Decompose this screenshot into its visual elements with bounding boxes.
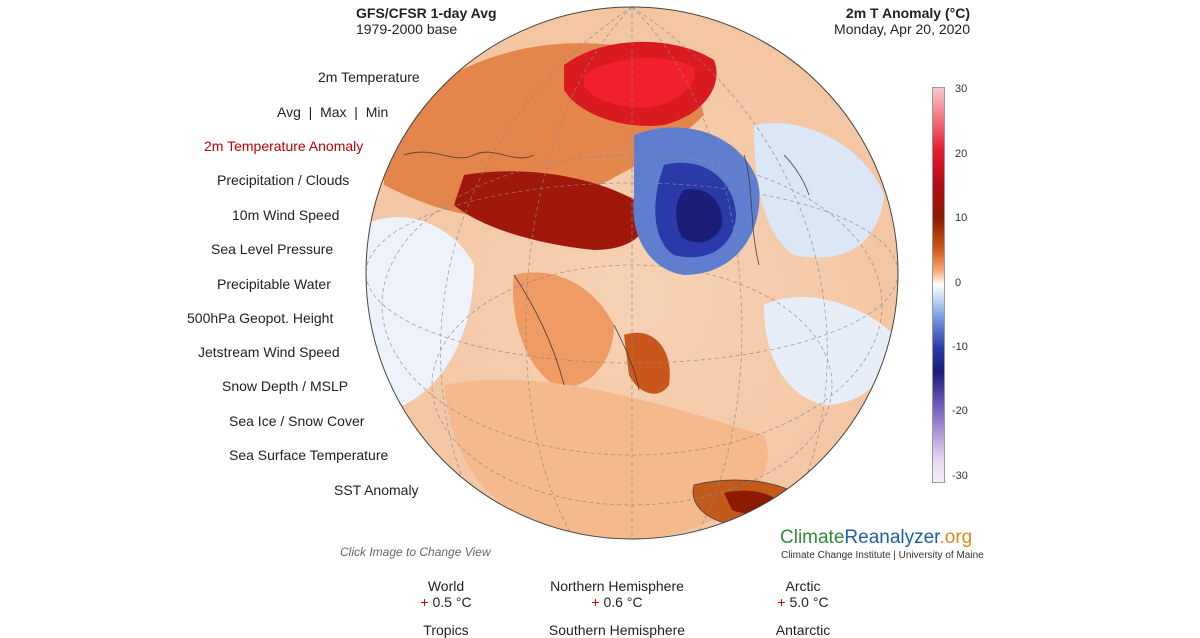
- stat-arctic: Arctic + 5.0 °C: [693, 578, 913, 610]
- menu-item-2m-temperature[interactable]: 2m Temperature: [318, 69, 420, 85]
- logo-climate-text: Climate: [780, 527, 845, 548]
- plus-sign: +: [420, 594, 429, 610]
- variable-title: 2m T Anomaly (°C): [845, 5, 970, 21]
- stat-value: 0.6 °C: [603, 594, 643, 610]
- stat-value: 5.0 °C: [789, 594, 829, 610]
- menu-item-precipitation-clouds[interactable]: Precipitation / Clouds: [217, 172, 350, 188]
- stat-name: World: [427, 578, 465, 594]
- logo-org-text: .org: [939, 527, 973, 548]
- colorbar-tick: -20: [952, 405, 968, 417]
- site-logo[interactable]: ClimateReanalyzer.org: [780, 527, 972, 549]
- stat-northern-hemisphere: Northern Hemisphere + 0.6 °C: [507, 578, 727, 610]
- colorbar-tick: 20: [955, 148, 968, 160]
- plus-sign: +: [591, 594, 600, 610]
- institute-credit: Climate Change Institute | University of…: [781, 550, 984, 561]
- plus-sign: +: [777, 594, 786, 610]
- menu-item-sst-anomaly[interactable]: SST Anomaly: [334, 482, 419, 498]
- menu-item-10m-wind-speed[interactable]: 10m Wind Speed: [232, 207, 340, 223]
- menu-item-2m-temperature-anomaly[interactable]: 2m Temperature Anomaly: [204, 138, 364, 154]
- menu-item-avg-max-min[interactable]: Avg | Max | Min: [277, 104, 389, 120]
- colorbar-tick: -30: [952, 470, 968, 482]
- colorbar-legend: [932, 87, 945, 483]
- stat-value: 0.5 °C: [432, 594, 472, 610]
- model-title: GFS/CFSR 1-day Avg: [356, 5, 497, 21]
- base-period: 1979-2000 base: [356, 21, 458, 37]
- logo-reanalyzer-text: Reanalyzer: [844, 527, 940, 548]
- menu-item-sea-ice-snow-cover[interactable]: Sea Ice / Snow Cover: [229, 413, 365, 429]
- menu-item-500hpa-height[interactable]: 500hPa Geopot. Height: [187, 310, 334, 326]
- menu-item-precipitable-water[interactable]: Precipitable Water: [217, 276, 331, 292]
- stat-antarctic-label: Antarctic: [775, 622, 831, 638]
- map-title-right: 2m T Anomaly (°C) Monday, Apr 20, 2020: [834, 5, 970, 37]
- menu-item-jetstream-wind-speed[interactable]: Jetstream Wind Speed: [198, 344, 340, 360]
- map-title-left: GFS/CFSR 1-day Avg 1979-2000 base: [356, 5, 497, 37]
- date-label: Monday, Apr 20, 2020: [834, 21, 970, 37]
- menu-item-sea-level-pressure[interactable]: Sea Level Pressure: [211, 241, 334, 257]
- globe-map[interactable]: [364, 5, 900, 541]
- menu-item-snow-depth-mslp[interactable]: Snow Depth / MSLP: [222, 378, 349, 394]
- click-hint: Click Image to Change View: [340, 545, 491, 559]
- colorbar-tick: 10: [955, 212, 968, 224]
- globe-svg[interactable]: [364, 5, 900, 541]
- stat-world: World + 0.5 °C: [336, 578, 556, 610]
- stat-name: Arctic: [785, 578, 821, 594]
- colorbar-tick: -10: [952, 341, 968, 353]
- menu-item-sea-surface-temperature[interactable]: Sea Surface Temperature: [229, 447, 389, 463]
- stat-name: Northern Hemisphere: [550, 578, 684, 594]
- colorbar-tick: 30: [955, 83, 968, 95]
- colorbar-tick: 0: [955, 277, 962, 289]
